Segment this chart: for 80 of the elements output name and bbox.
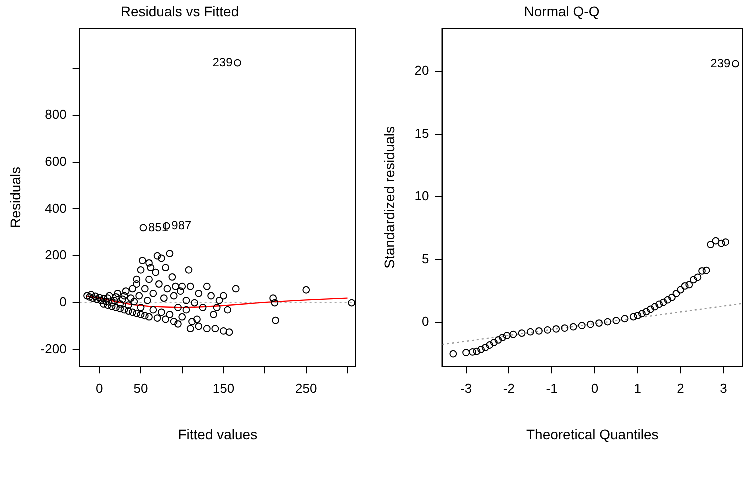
point: [499, 334, 506, 342]
point: [469, 348, 476, 356]
y-tick-label: 800: [45, 106, 67, 122]
point: [642, 308, 650, 316]
point: [660, 298, 668, 306]
point: [503, 332, 511, 340]
annotation: 851: [148, 220, 169, 234]
y-tick-label: 15: [414, 126, 430, 141]
point: [732, 60, 740, 68]
point: [486, 342, 494, 349]
chart-title: Residuals vs Fitted: [120, 3, 240, 20]
x-tick-label: 250: [296, 380, 318, 396]
chart-title: Normal Q-Q: [524, 3, 600, 20]
point: [651, 303, 659, 311]
point: [694, 274, 702, 282]
point: [536, 327, 543, 335]
point: [462, 349, 470, 356]
x-tick-label: -1: [546, 380, 558, 396]
y-tick-label: 0: [60, 294, 67, 310]
annotation: 239: [212, 55, 234, 70]
x-tick-label: 2: [677, 380, 684, 396]
point: [494, 336, 502, 344]
point: [690, 276, 698, 284]
y-tick-label: 20: [414, 63, 430, 78]
point: [587, 320, 594, 328]
point: [482, 344, 490, 352]
y-tick-label: 200: [45, 248, 67, 263]
point: [664, 296, 672, 304]
y-tick-label: 10: [414, 188, 430, 204]
point: [490, 339, 498, 346]
point: [510, 330, 518, 338]
point: [712, 237, 720, 245]
y-tick-label: 600: [45, 154, 67, 169]
point: [634, 312, 642, 320]
x-tick-label: 0: [591, 380, 599, 396]
point: [702, 266, 710, 274]
y-tick-label: 0: [422, 314, 430, 330]
point: [698, 267, 706, 275]
point: [668, 294, 676, 302]
x-tick-label: 1: [634, 380, 642, 396]
x-tick-label: 3: [720, 380, 728, 396]
point: [672, 290, 680, 298]
y-axis-title: Residuals: [7, 166, 24, 228]
annotation: 987: [172, 218, 192, 232]
point: [638, 310, 646, 318]
point: [578, 322, 586, 330]
x-axis-title: Theoretical Quantiles: [526, 426, 659, 442]
y-axis-title: Standardized residuals: [381, 126, 398, 269]
point: [686, 281, 694, 289]
x-axis-title: Fitted values: [178, 426, 258, 442]
x-tick-label: -2: [503, 380, 515, 396]
point: [722, 238, 730, 246]
annotation: 239: [710, 56, 732, 70]
x-tick-label: -3: [460, 380, 472, 396]
point: [450, 350, 458, 358]
point: [681, 282, 689, 290]
x-tick-label: 50: [134, 380, 148, 396]
point: [544, 326, 552, 334]
point: [473, 348, 481, 356]
point: [677, 286, 684, 294]
point: [570, 323, 578, 331]
y-tick-label: 400: [45, 200, 67, 216]
point: [621, 315, 629, 323]
point: [604, 318, 612, 326]
point: [647, 306, 654, 314]
point: [561, 324, 569, 332]
y-tick-label: -200: [40, 342, 67, 357]
x-tick-label: 150: [212, 380, 235, 396]
point: [526, 328, 534, 336]
point: [478, 346, 485, 354]
point: [718, 240, 726, 248]
point: [707, 241, 715, 248]
point: [656, 300, 664, 308]
point: [552, 325, 560, 333]
point: [630, 313, 638, 321]
y-tick-label: 5: [422, 251, 430, 266]
point: [596, 320, 603, 327]
x-tick-label: 0: [96, 380, 104, 396]
point: [612, 317, 620, 324]
point: [518, 330, 526, 338]
